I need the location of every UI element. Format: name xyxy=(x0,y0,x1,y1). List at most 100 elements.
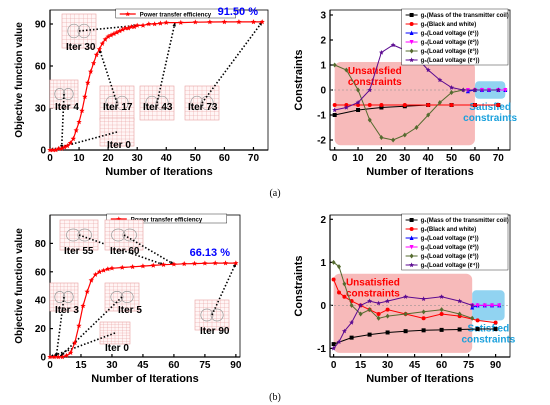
iteration-label: Iter 43 xyxy=(143,102,173,113)
coil-outline xyxy=(54,291,66,303)
data-point-star xyxy=(88,277,94,283)
data-point-star xyxy=(61,144,68,150)
unsatisfied-label: Unsatisfied constraints xyxy=(348,66,402,88)
data-point-star xyxy=(331,345,337,351)
x-tick-label: 20 xyxy=(103,153,115,164)
data-point-circle xyxy=(426,103,431,107)
data-point-diamond xyxy=(337,264,341,270)
data-point-star xyxy=(47,147,53,153)
data-point-star xyxy=(437,77,443,83)
chart-a-constraints: 0 10 20 30 40 50 60 70 -2 -1 0 1 2 3 Number of Iterati… xyxy=(293,8,518,178)
data-point-square xyxy=(367,332,372,337)
data-point-circle xyxy=(331,277,336,282)
x-tick-label: 30 xyxy=(399,153,411,164)
legend-label: g₄(Load voltage (ℓ²)) xyxy=(421,39,479,46)
data-point-star xyxy=(122,25,129,31)
x-tick-label: 40 xyxy=(161,153,173,164)
y-tick-label: -1 xyxy=(317,111,326,122)
legend-label: g₅(Load voltage (ℓ³)) xyxy=(421,253,479,260)
data-point-triangle-down xyxy=(490,303,494,308)
satisfied-label: Satisfied constraints xyxy=(461,323,515,345)
series-line-g1 xyxy=(333,328,496,345)
legend-box xyxy=(401,8,509,66)
unsatisfied-label-line: Unsatisfied xyxy=(346,278,400,289)
data-point-star xyxy=(73,127,79,133)
legend: g₁(Mass of the transmitter coil) g₂(Black… xyxy=(401,213,509,271)
coil-outline xyxy=(54,88,66,100)
data-point-star xyxy=(472,87,478,93)
callout-arrowhead xyxy=(60,352,65,357)
iteration-label: Iter 73 xyxy=(188,102,218,113)
data-point-square xyxy=(475,327,480,332)
coil-outline xyxy=(115,95,129,111)
data-point-star xyxy=(259,19,265,25)
data-point-star xyxy=(59,145,65,151)
data-point-star xyxy=(163,19,169,25)
legend-label: g₆(Load voltage (ℓ⁴)) xyxy=(421,263,480,269)
data-point-star xyxy=(171,261,177,267)
iteration-label: Iter 17 xyxy=(103,102,133,113)
data-point-square xyxy=(379,105,384,110)
x-axis-title: Number of Iterations xyxy=(105,166,213,178)
data-point-star xyxy=(64,143,71,149)
data-point-star xyxy=(76,323,82,328)
coil-outline xyxy=(190,95,204,111)
x-tick-label: 50 xyxy=(190,153,202,164)
x-axis-title: Number of Iterations xyxy=(366,373,474,385)
legend-box xyxy=(401,213,509,271)
data-point-diamond xyxy=(402,132,407,138)
data-point-star xyxy=(178,19,184,25)
data-point-triangle xyxy=(409,235,414,240)
unsatisfied-label: Unsatisfied constraints xyxy=(346,278,400,300)
y-tick-label: 80 xyxy=(35,239,47,250)
data-point-star xyxy=(63,352,70,358)
y-tick-label: 3 xyxy=(320,11,326,22)
data-point-circle xyxy=(337,290,341,295)
data-point-star xyxy=(221,19,228,25)
data-point-star xyxy=(96,46,103,52)
data-point-diamond xyxy=(449,90,454,95)
data-point-diamond xyxy=(349,302,354,308)
coil-outline xyxy=(105,95,119,111)
legend-label: g₅(Load voltage (ℓ³)) xyxy=(421,48,479,55)
data-point-star xyxy=(341,328,347,334)
data-point-star xyxy=(367,87,373,93)
data-point-star xyxy=(212,260,218,266)
data-point-star xyxy=(191,260,198,266)
data-point-star xyxy=(379,49,384,55)
data-point-star xyxy=(80,303,86,309)
data-point-star xyxy=(181,261,187,267)
data-point-diamond xyxy=(367,117,372,123)
data-point-star xyxy=(93,52,100,58)
data-point-diamond xyxy=(356,87,361,93)
data-point-star xyxy=(101,267,107,273)
data-point-star xyxy=(134,22,140,28)
data-point-star xyxy=(85,80,91,86)
legend-box xyxy=(115,8,236,19)
unsatisfied-label-line: constraints xyxy=(346,289,400,300)
data-point-star xyxy=(68,349,74,355)
iteration-label: Iter 3 xyxy=(55,305,79,316)
data-point-star xyxy=(102,36,108,42)
unsatisfied-label-line: Unsatisfied xyxy=(348,66,402,77)
callout-arrow xyxy=(201,21,263,104)
data-point-circle xyxy=(402,103,407,107)
data-point-star xyxy=(109,265,115,271)
data-point-diamond xyxy=(358,311,363,317)
data-point-diamond xyxy=(385,313,390,319)
x-tick-label: 45 xyxy=(409,360,421,371)
data-point-square xyxy=(332,113,337,117)
data-point-circle xyxy=(475,318,480,323)
x-tick-label: 90 xyxy=(490,360,502,371)
y-tick-label: 60 xyxy=(35,267,47,278)
callout-arrow xyxy=(98,48,118,104)
x-tick-label: 0 xyxy=(47,153,53,164)
data-point-star xyxy=(82,94,88,100)
x-tick-label: 0 xyxy=(331,360,337,371)
callout-arrow xyxy=(123,234,175,265)
data-point-square xyxy=(457,327,462,332)
data-point-star xyxy=(332,107,338,113)
legend-label: Power transfer efficiency xyxy=(131,218,203,224)
iteration-label: Iter 5 xyxy=(118,305,142,316)
final-value-label: 91.50 % xyxy=(218,6,259,18)
